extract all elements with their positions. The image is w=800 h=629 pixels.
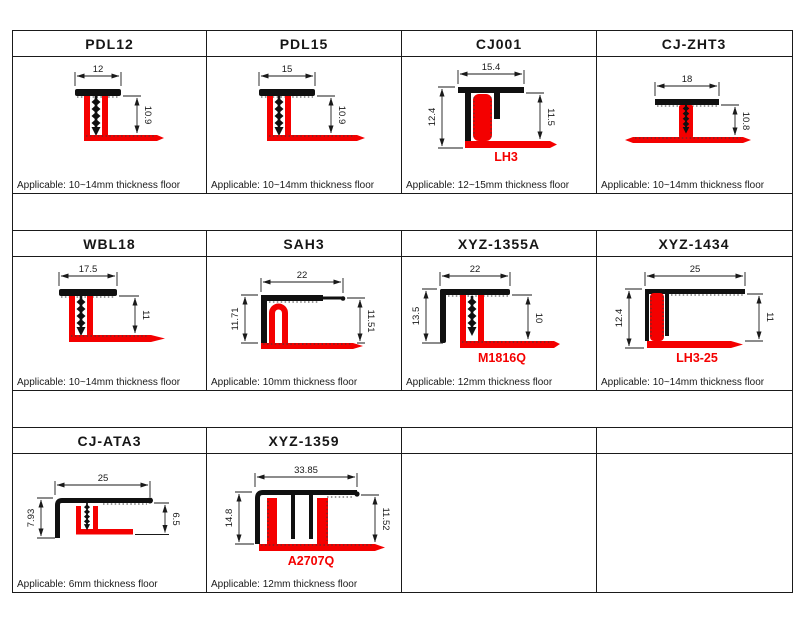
dim-right: 10.9 [142,106,153,125]
content-row-2: 17.5 11 Applicable: 10~14mm thickness fl… [13,257,792,391]
profile-title-wbl18: WBL18 [13,231,207,256]
dim-top: 15.4 [482,62,501,73]
profile-title-sah3: SAH3 [207,231,402,256]
dim-right: 6.5 [170,512,181,525]
dim-left: 12.4 [614,309,625,328]
dim-top: 33.85 [294,465,318,476]
dim-top: 25 [98,473,109,484]
profile-card-xyz-1359: 33.85 14.8 11.52 A2707Q Appl [207,454,402,592]
profile-title-xyz-1359: XYZ-1359 [207,428,402,453]
spacer-row [13,194,792,231]
dim-right: 10.8 [740,112,751,131]
applicable-note: Applicable: 10mm thickness floor [211,377,358,388]
spacer-row [13,391,792,428]
profile-drawing-cj-zht3: 18 10.8 [625,74,751,143]
dim-left: 7.93 [26,509,37,528]
dim-right: 11 [140,310,151,320]
profile-card-xyz-1355a: 22 13.5 10 M1816Q Applicable: 12mm thick… [402,257,597,390]
dim-right: 11.51 [365,309,376,332]
applicable-note: Applicable: 6mm thickness floor [17,579,158,590]
applicable-note: Applicable: 12~15mm thickness floor [406,180,570,191]
applicable-note: Applicable: 10~14mm thickness floor [211,180,375,191]
dim-left: 14.8 [224,509,235,528]
applicable-note: Applicable: 10~14mm thickness floor [17,180,181,191]
profile-drawing-xyz-1359: 33.85 14.8 11.52 A2707Q [224,465,391,568]
applicable-note: Applicable: 10~14mm thickness floor [17,377,181,388]
dim-top: 22 [470,264,481,275]
profile-card-wbl18: 17.5 11 Applicable: 10~14mm thickness fl… [13,257,207,390]
profile-title-pdl12: PDL12 [13,31,207,56]
profile-code-label: M1816Q [478,351,526,365]
profile-drawing-pdl12: 12 10.9 [74,64,164,141]
profile-title-cj-zht3: CJ-ZHT3 [661,35,727,52]
profile-drawing-cj-ata3: 25 7.93 6.5 [26,473,181,539]
dim-right: 10 [533,313,544,324]
dim-left: 13.5 [411,307,422,326]
dim-left: 12.4 [427,108,438,127]
profile-title-pdl15: PDL15 [207,31,402,56]
empty-title-cell [402,428,597,453]
empty-cell [402,454,597,592]
profile-drawing-sah3: 22 11.71 11.51 [230,270,376,349]
applicable-note: Applicable: 10~14mm thickness floor [601,180,765,191]
profile-drawing-xyz-1434: 25 12.4 11 LH3-25 [614,264,775,365]
profile-card-sah3: 22 11.71 11.51 Applicable: 10mm thicknes… [207,257,402,390]
dim-top: 17.5 [79,264,98,275]
profile-card-xyz-1434: 25 12.4 11 LH3-25 Applicable: 10~14mm th… [597,257,791,390]
profile-title-xyz-1434: XYZ-1434 [658,235,730,252]
empty-cell [597,454,791,592]
applicable-note: Applicable: 12mm thickness floor [211,579,358,590]
applicable-note: Applicable: 10~14mm thickness floor [601,377,765,388]
title-row-2: WBL18 SAH3 XYZ-1355A XYZ-1434 [13,231,792,257]
profile-code-label: LH3 [494,150,518,164]
profile-code-label: LH3-25 [676,351,718,365]
dim-top: 12 [93,64,104,75]
title-row-3: CJ-ATA3 XYZ-1359 [13,428,792,454]
profile-card-cj001: 15.4 12.4 11.5 LH3 Applicable: 12~15mm t… [402,57,597,193]
dim-right: 11.52 [380,507,391,530]
profile-drawing-wbl18: 17.5 11 [58,264,165,342]
dim-right: 11 [764,312,775,322]
applicable-note: Applicable: 12mm thickness floor [406,377,553,388]
profile-title-cj-ata3: CJ-ATA3 [13,428,207,453]
profile-title-cj001: CJ001 [402,31,597,56]
profile-card-pdl12: 12 10.9 Applicable: 10~14mm thickness fl… [13,57,207,193]
profile-code-label: A2707Q [288,554,335,568]
profile-drawing-pdl15: 15 10.9 [258,64,365,141]
dim-top: 15 [282,64,293,75]
profile-drawing-xyz-1355a: 22 13.5 10 M1816Q [411,264,560,365]
profile-card-cj-ata3: 25 7.93 6.5 Applicable: 6mm thickness fl… [13,454,207,592]
profile-card-cj-zht3: 18 10.8 Applicable: 10~14mm thickness fl… [597,57,791,193]
dim-top: 25 [690,264,701,275]
dim-top: 22 [297,270,308,281]
profile-table: PDL12 PDL15 CJ001 CJ-ZHT3 12 10.9 [12,30,793,593]
dim-left: 11.71 [230,307,241,330]
dim-right: 10.9 [336,106,347,125]
profile-card-pdl15: 15 10.9 Applicable: 10~14mm thickness fl… [207,57,402,193]
empty-title-cell [597,428,791,453]
title-row-1: PDL12 PDL15 CJ001 CJ-ZHT3 [13,31,792,57]
content-row-3: 25 7.93 6.5 Applicable: 6mm thickness fl… [13,454,792,592]
profile-title-xyz-1355a: XYZ-1355A [402,231,597,256]
dim-right: 11.5 [545,108,556,126]
dim-top: 18 [682,74,693,85]
content-row-1: 12 10.9 Applicable: 10~14mm thickness fl… [13,57,792,194]
profile-drawing-cj001: 15.4 12.4 11.5 LH3 [427,62,557,164]
